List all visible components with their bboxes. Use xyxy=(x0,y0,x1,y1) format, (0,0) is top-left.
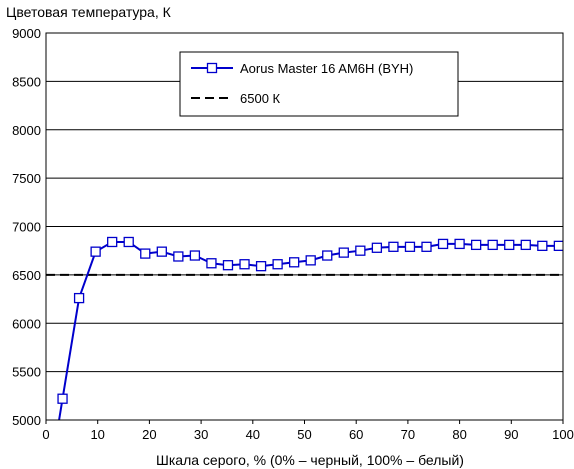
data-point xyxy=(189,250,201,261)
x-axis-title: Шкала серого, % (0% – черный, 100% – бел… xyxy=(156,452,464,468)
data-point xyxy=(272,259,283,270)
data-point xyxy=(537,240,548,252)
plot-frame xyxy=(45,32,564,421)
x-tick-label-50: 50 xyxy=(297,427,311,442)
data-point xyxy=(140,248,151,259)
data-point xyxy=(57,393,68,404)
y-axis-title: Цветовая температура, К xyxy=(6,4,172,20)
y-tick-label-9000: 9000 xyxy=(12,26,41,41)
data-point xyxy=(355,245,366,256)
legend-label-6500k: 6500 К xyxy=(240,91,281,106)
data-point xyxy=(421,241,432,252)
x-tick-label-100: 100 xyxy=(552,427,574,442)
y-tick-label-5500: 5500 xyxy=(12,365,41,380)
data-point xyxy=(338,247,349,258)
data-point xyxy=(289,257,300,268)
data-point xyxy=(107,236,118,248)
data-point xyxy=(404,241,416,252)
y-tick-label-5000: 5000 xyxy=(12,413,41,428)
x-tick-label-60: 60 xyxy=(349,427,363,442)
data-point xyxy=(437,238,449,250)
x-tick-label-70: 70 xyxy=(401,427,415,442)
data-point xyxy=(173,251,184,262)
y-tick-label-8500: 8500 xyxy=(12,74,41,89)
legend-box xyxy=(179,51,459,117)
data-point xyxy=(487,239,498,251)
data-point xyxy=(90,246,101,257)
axis-ticks: 5000 5500 6000 6500 7000 7500 8000 8500 9000 0 10 2… xyxy=(12,26,574,442)
y-tick-label-8000: 8000 xyxy=(12,123,41,138)
y-tick-label-7500: 7500 xyxy=(12,171,41,186)
data-point xyxy=(206,258,217,269)
series-line-aorus xyxy=(58,240,559,420)
data-point xyxy=(470,239,482,251)
data-point xyxy=(255,261,267,272)
data-point xyxy=(520,239,531,251)
data-point xyxy=(371,242,383,253)
data-point xyxy=(322,250,333,261)
data-point xyxy=(454,238,465,250)
y-tick-label-6000: 6000 xyxy=(12,316,41,331)
data-point xyxy=(156,246,167,257)
data-point xyxy=(553,240,563,252)
x-tick-label-90: 90 xyxy=(504,427,518,442)
data-point xyxy=(123,236,134,248)
data-point xyxy=(222,260,234,271)
x-tick-label-0: 0 xyxy=(42,427,49,442)
data-point xyxy=(504,239,515,251)
x-tick-label-30: 30 xyxy=(194,427,208,442)
grid-lines xyxy=(46,80,563,373)
x-tick-label-10: 10 xyxy=(90,427,104,442)
legend: Aorus Master 16 AM6H (BYH) 6500 К xyxy=(179,51,459,117)
data-point xyxy=(239,259,250,270)
y-tick-label-7000: 7000 xyxy=(12,220,41,235)
x-tick-label-80: 80 xyxy=(452,427,466,442)
series-layer xyxy=(46,236,563,420)
x-tick-label-40: 40 xyxy=(246,427,260,442)
legend-label-aorus: Aorus Master 16 AM6H (BYH) xyxy=(240,61,413,76)
data-point xyxy=(305,255,316,266)
legend-swatch-marker-aorus xyxy=(206,62,218,74)
data-point xyxy=(388,241,399,252)
x-tick-label-20: 20 xyxy=(142,427,156,442)
data-point xyxy=(73,292,85,304)
y-tick-label-6500: 6500 xyxy=(12,268,41,283)
